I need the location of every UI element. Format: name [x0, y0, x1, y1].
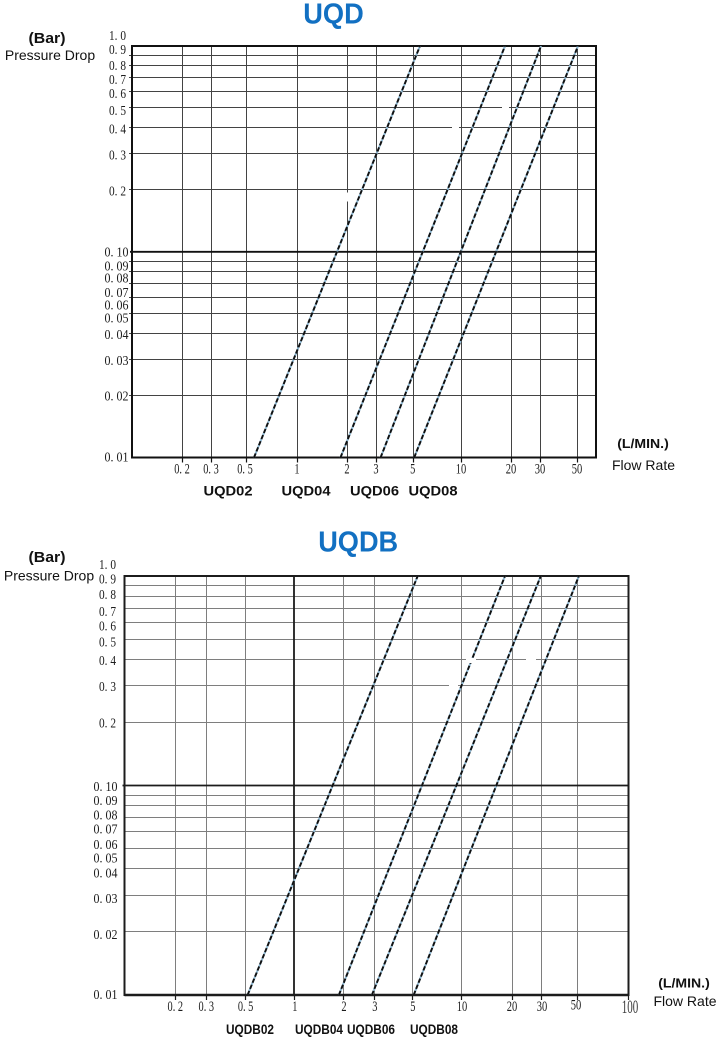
svg-text:1. 0: 1. 0: [99, 558, 116, 573]
svg-text:0. 2: 0. 2: [109, 185, 126, 200]
svg-text:5: 5: [410, 462, 415, 478]
svg-text:0. 06: 0. 06: [94, 838, 118, 853]
svg-text:0. 9: 0. 9: [109, 43, 126, 58]
svg-text:0. 6: 0. 6: [99, 619, 116, 634]
svg-text:0. 03: 0. 03: [105, 354, 129, 369]
svg-text:0. 09: 0. 09: [105, 259, 129, 274]
svg-text:UQDB: UQDB: [318, 527, 398, 559]
svg-text:Pressure Drop: Pressure Drop: [5, 47, 95, 63]
svg-text:50: 50: [572, 462, 583, 478]
svg-text:50: 50: [571, 998, 582, 1014]
svg-text:UQD06: UQD06: [350, 483, 399, 499]
svg-text:0. 7: 0. 7: [109, 73, 126, 88]
svg-text:0. 07: 0. 07: [94, 822, 118, 837]
svg-text:0. 07: 0. 07: [105, 286, 129, 301]
svg-text:0. 9: 0. 9: [99, 572, 116, 587]
svg-text:UQD08: UQD08: [409, 483, 458, 499]
svg-text:0. 08: 0. 08: [105, 271, 129, 286]
svg-text:30: 30: [535, 462, 546, 478]
svg-text:UQD02: UQD02: [204, 483, 253, 499]
svg-text:0. 02: 0. 02: [105, 389, 129, 404]
svg-text:30: 30: [537, 999, 548, 1015]
svg-text:UQDB04: UQDB04: [295, 1021, 343, 1037]
svg-text:0. 5: 0. 5: [109, 104, 126, 119]
svg-text:0. 3: 0. 3: [203, 462, 219, 478]
svg-text:20: 20: [507, 999, 518, 1015]
svg-text:0. 7: 0. 7: [99, 605, 116, 620]
svg-text:20: 20: [506, 462, 517, 478]
svg-text:100: 100: [622, 998, 639, 1018]
svg-text:0. 08: 0. 08: [94, 808, 118, 823]
svg-text:UQDB08: UQDB08: [410, 1021, 458, 1037]
svg-text:1: 1: [292, 999, 297, 1015]
svg-text:0. 10: 0. 10: [94, 780, 118, 795]
svg-text:10: 10: [456, 462, 467, 478]
svg-text:0. 3: 0. 3: [199, 999, 215, 1015]
svg-text:3: 3: [372, 999, 377, 1015]
svg-text:UQDB02: UQDB02: [226, 1021, 274, 1037]
svg-text:0. 03: 0. 03: [94, 892, 118, 907]
svg-text:Flow Rate: Flow Rate: [612, 457, 675, 473]
svg-text:0. 01: 0. 01: [94, 988, 118, 1003]
svg-text:2: 2: [344, 462, 349, 478]
svg-text:0. 02: 0. 02: [94, 928, 118, 943]
svg-text:0. 2: 0. 2: [99, 716, 116, 731]
svg-text:0. 5: 0. 5: [237, 462, 253, 478]
svg-text:2: 2: [341, 999, 346, 1015]
svg-text:Flow Rate: Flow Rate: [653, 993, 716, 1009]
svg-text:0. 6: 0. 6: [109, 87, 126, 102]
svg-text:0. 3: 0. 3: [109, 148, 126, 163]
svg-text:0. 2: 0. 2: [174, 462, 190, 478]
svg-text:0. 4: 0. 4: [109, 122, 126, 137]
svg-text:0. 01: 0. 01: [105, 450, 129, 465]
svg-text:UQD04: UQD04: [282, 483, 331, 499]
svg-text:Pressure Drop: Pressure Drop: [4, 568, 94, 584]
svg-text:0. 2: 0. 2: [168, 999, 184, 1015]
svg-text:0. 06: 0. 06: [105, 298, 129, 313]
svg-text:0. 04: 0. 04: [105, 328, 129, 343]
svg-text:3: 3: [373, 462, 378, 478]
svg-text:0. 5: 0. 5: [99, 635, 116, 650]
svg-text:(L/MIN.): (L/MIN.): [617, 436, 669, 451]
svg-text:0. 5: 0. 5: [238, 999, 254, 1015]
svg-text:UQDB06: UQDB06: [347, 1021, 395, 1037]
svg-text:0. 05: 0. 05: [94, 851, 118, 866]
svg-text:5: 5: [410, 999, 415, 1015]
svg-text:1. 0: 1. 0: [109, 29, 126, 44]
svg-text:0. 3: 0. 3: [99, 680, 116, 695]
svg-text:0. 04: 0. 04: [94, 866, 118, 881]
svg-text:0. 05: 0. 05: [105, 311, 129, 326]
svg-text:(Bar): (Bar): [29, 31, 66, 47]
svg-text:10: 10: [457, 999, 468, 1015]
svg-text:(Bar): (Bar): [29, 550, 66, 566]
svg-text:0. 09: 0. 09: [94, 794, 118, 809]
svg-text:1: 1: [294, 462, 299, 478]
svg-text:0. 10: 0. 10: [105, 245, 129, 260]
svg-text:UQD: UQD: [303, 0, 364, 30]
svg-text:0. 4: 0. 4: [99, 654, 116, 669]
svg-text:0. 8: 0. 8: [109, 59, 126, 74]
svg-text:(L/MIN.): (L/MIN.): [658, 976, 710, 991]
svg-text:0. 8: 0. 8: [99, 588, 116, 603]
